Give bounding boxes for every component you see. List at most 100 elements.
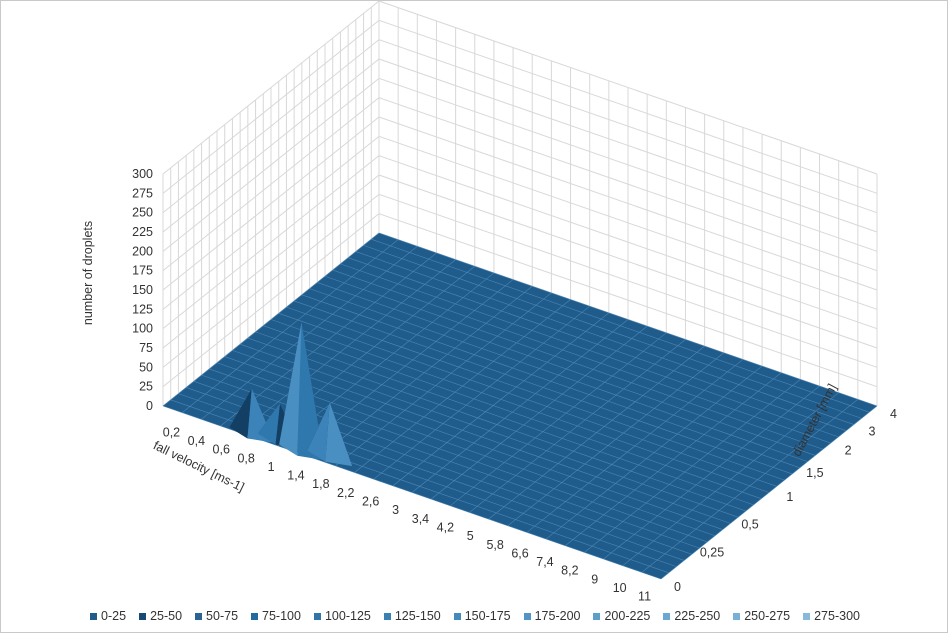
- surface-mesh-line: [317, 282, 816, 456]
- x-tick-label: 11: [638, 590, 651, 604]
- legend-item: 75-100: [251, 609, 301, 623]
- surface-mesh-line: [355, 251, 854, 425]
- x-tick-label: 2,2: [337, 486, 354, 500]
- y-tick-label: 4: [890, 407, 897, 421]
- y-tick-label: 3: [868, 424, 875, 438]
- legend-swatch: [523, 612, 531, 620]
- z-tick-label: 75: [139, 341, 153, 355]
- x-tick-label: 1,8: [312, 477, 329, 491]
- x-tick-label: 1: [268, 460, 275, 474]
- x-tick-label: 3: [392, 503, 399, 517]
- legend-label: 275-300: [814, 609, 860, 623]
- x-tick-label: 4,2: [437, 520, 454, 534]
- legend-swatch: [195, 612, 203, 620]
- legend-label: 125-150: [394, 609, 441, 623]
- legend-item: 100-125: [313, 609, 371, 623]
- legend-label: 175-200: [534, 609, 581, 623]
- surface-mesh-line: [255, 331, 754, 506]
- z-tick-label: 0: [146, 399, 153, 413]
- y-tick-label: 1,5: [806, 466, 823, 480]
- legend-item: 150-175: [453, 609, 511, 623]
- surface-mesh-line: [348, 257, 847, 431]
- x-tick-label: 0,8: [237, 451, 254, 465]
- surface-mesh-line: [332, 269, 831, 444]
- chart-walls: [162, 1, 878, 407]
- legend-label: 25-50: [150, 609, 183, 623]
- surface-mesh-line: [201, 374, 700, 549]
- legend-item: 125-150: [383, 609, 441, 623]
- legend-label: 250-275: [744, 609, 791, 623]
- x-tick-label: 1,4: [287, 469, 304, 483]
- legend-item: 275-300: [803, 609, 860, 623]
- legend-swatch: [383, 612, 391, 620]
- legend-swatch: [313, 612, 321, 620]
- legend-swatch: [251, 612, 259, 620]
- z-tick-label: 25: [139, 380, 153, 394]
- legend-label: 225-250: [674, 609, 721, 623]
- peak-facet: [325, 402, 353, 467]
- surface-mesh-line: [278, 313, 777, 487]
- legend-swatch: [453, 612, 461, 620]
- legend-swatch: [733, 612, 741, 620]
- x-tick-label: 2,6: [362, 495, 379, 509]
- y-tick-label: 2: [845, 443, 852, 457]
- surface-mesh-line: [240, 343, 739, 518]
- surface-mesh-line: [340, 263, 839, 438]
- y-tick-label: 0,25: [700, 545, 724, 559]
- z-tick-label: 200: [132, 244, 153, 258]
- legend-item: 25-50: [139, 609, 182, 623]
- z-tick-label: 150: [132, 283, 153, 297]
- chart-legend: 0-25 25-50 50-75 75-100 100-125 125-150 150-17…: [1, 609, 948, 623]
- surface-mesh-line: [286, 306, 785, 481]
- surface-mesh-line: [294, 300, 793, 475]
- peak-facet: [297, 322, 324, 461]
- peak-facet: [279, 322, 302, 456]
- legend-label: 150-175: [464, 609, 511, 623]
- y-tick-label: 0,5: [741, 518, 758, 532]
- z-axis-title: number of droplets: [81, 221, 95, 325]
- y-tick-label: 0: [674, 580, 681, 594]
- legend-swatch: [663, 612, 671, 620]
- legend-item: 175-200: [523, 609, 581, 623]
- x-tick-label: 9: [591, 572, 598, 586]
- surface-mesh-line: [270, 319, 770, 493]
- surface-mesh-line: [324, 275, 824, 450]
- surface-peak: [279, 322, 324, 461]
- x-tick-label: 0,2: [163, 425, 180, 439]
- legend-label: 75-100: [262, 609, 301, 623]
- surface-mesh-line: [363, 245, 862, 419]
- x-tick-label: 7,4: [536, 555, 553, 569]
- surface-mesh-line: [186, 387, 685, 561]
- x-tick-label: 0,4: [188, 434, 205, 448]
- legend-swatch: [803, 612, 811, 620]
- z-tick-label: 100: [132, 322, 153, 336]
- surface-mesh-line: [232, 350, 731, 524]
- z-tick-label: 225: [132, 225, 153, 239]
- z-tick-label: 300: [132, 167, 153, 181]
- z-tick-label: 175: [132, 264, 153, 278]
- surface-mesh-line: [371, 238, 870, 413]
- x-tick-label: 5: [467, 529, 474, 543]
- z-tick-label: 125: [132, 302, 153, 316]
- legend-swatch: [593, 612, 601, 620]
- x-tick-label: 10: [613, 581, 627, 595]
- legend-swatch: [139, 612, 147, 620]
- x-tick-label: 6,6: [511, 546, 528, 560]
- legend-label: 100-125: [324, 609, 371, 623]
- surface-mesh-line: [263, 325, 762, 499]
- surface-mesh-line: [301, 294, 800, 469]
- axis-ticks: 02550751001251501752002252502753000,20,4…: [132, 167, 897, 604]
- legend-item: 225-250: [663, 609, 720, 623]
- legend-item: 200-225: [593, 609, 650, 623]
- legend-swatch: [90, 612, 98, 620]
- legend-item: 50-75: [195, 609, 238, 623]
- legend-label: 0-25: [101, 609, 127, 623]
- x-tick-label: 0,6: [213, 443, 230, 457]
- legend-label: 200-225: [604, 609, 651, 623]
- legend-item: 250-275: [733, 609, 790, 623]
- surface-mesh-line: [309, 288, 808, 462]
- surface-peak: [307, 402, 353, 467]
- surface-mesh-line: [378, 232, 878, 407]
